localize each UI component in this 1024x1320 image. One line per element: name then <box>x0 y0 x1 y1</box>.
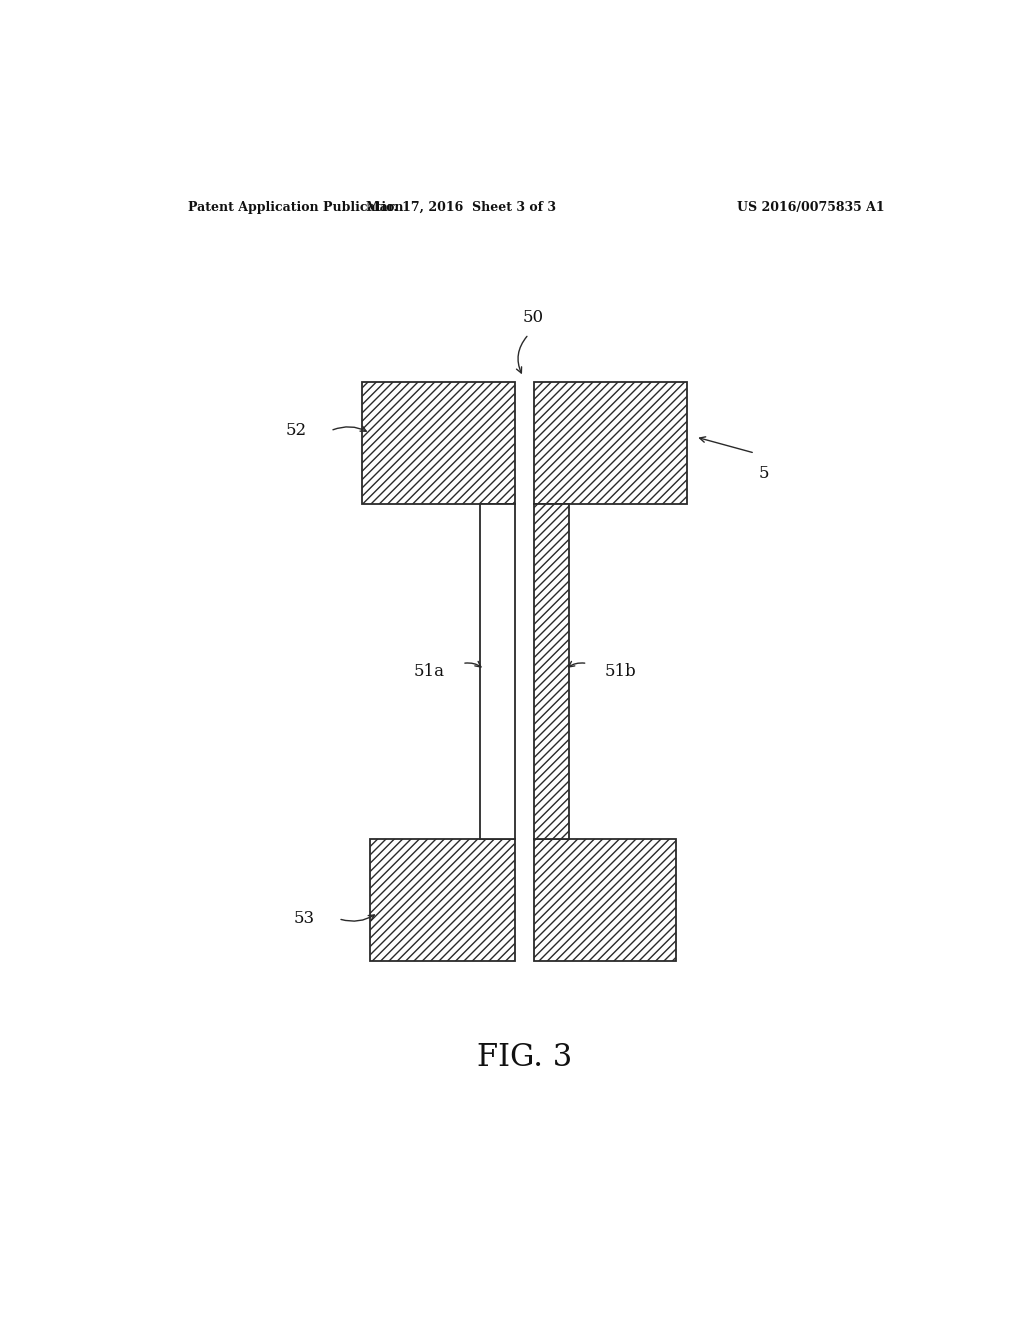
Text: 51b: 51b <box>605 663 637 680</box>
Bar <box>362 381 515 504</box>
Bar <box>535 504 569 840</box>
Text: 52: 52 <box>286 422 306 440</box>
Bar <box>535 840 676 961</box>
Bar <box>480 504 515 840</box>
Text: Patent Application Publication: Patent Application Publication <box>187 201 403 214</box>
Text: 51a: 51a <box>414 663 444 680</box>
Text: 53: 53 <box>293 911 314 927</box>
Text: 5: 5 <box>759 465 769 482</box>
Text: 50: 50 <box>522 309 544 326</box>
Bar <box>370 840 515 961</box>
Text: US 2016/0075835 A1: US 2016/0075835 A1 <box>736 201 885 214</box>
Text: FIG. 3: FIG. 3 <box>477 1043 572 1073</box>
Bar <box>535 381 687 504</box>
Text: Mar. 17, 2016  Sheet 3 of 3: Mar. 17, 2016 Sheet 3 of 3 <box>367 201 556 214</box>
